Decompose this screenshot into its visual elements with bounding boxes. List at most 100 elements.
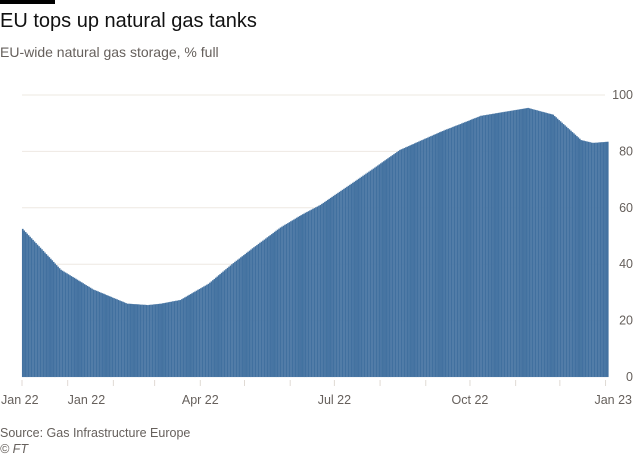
bar — [163, 303, 166, 378]
bar — [85, 285, 87, 378]
bar — [284, 224, 286, 378]
bar — [147, 305, 149, 378]
bar — [237, 259, 239, 378]
bar — [232, 262, 235, 378]
bar — [573, 133, 575, 378]
bar — [381, 162, 384, 378]
bar — [346, 186, 348, 378]
bar — [528, 108, 531, 378]
bar — [362, 175, 364, 378]
bar — [446, 129, 448, 378]
bar — [220, 272, 223, 378]
bar — [39, 247, 42, 378]
bar — [484, 115, 487, 378]
bar — [173, 301, 176, 378]
bar — [575, 136, 578, 378]
bar — [434, 134, 437, 378]
bar — [184, 297, 186, 378]
bar — [198, 288, 201, 378]
bar — [390, 156, 392, 378]
bar — [421, 140, 423, 378]
bar — [558, 120, 560, 378]
bar — [44, 252, 46, 378]
bar — [98, 291, 101, 378]
bar — [142, 304, 145, 378]
bar — [522, 108, 525, 378]
bar — [384, 160, 387, 378]
bar — [463, 122, 466, 378]
bar — [248, 250, 251, 378]
bar — [60, 269, 62, 378]
bar — [200, 288, 202, 378]
bar — [176, 300, 179, 378]
bar — [493, 113, 496, 378]
bar — [418, 141, 420, 378]
bar — [195, 290, 198, 378]
bar — [27, 235, 30, 378]
bar — [580, 140, 583, 378]
bar — [250, 249, 252, 378]
source-note: Source: Gas Infrastructure Europe — [0, 426, 191, 440]
chart-subtitle: EU-wide natural gas storage, % full — [0, 44, 219, 60]
bar — [438, 132, 441, 378]
bar — [123, 302, 126, 378]
bar — [241, 256, 244, 378]
bar — [350, 183, 353, 378]
bar — [413, 143, 416, 378]
bar — [197, 289, 199, 378]
bar — [139, 304, 142, 378]
chart-plot: 0 20 40 60 80 100 Jan 22 Jan 22 Apr 22 Jul 22 Oct … — [1, 88, 633, 407]
bar — [468, 120, 471, 378]
bar — [589, 142, 591, 378]
bar — [228, 266, 230, 378]
bar — [480, 115, 482, 378]
bar — [452, 126, 454, 378]
bar — [396, 151, 398, 378]
bar — [387, 158, 390, 378]
bar — [164, 302, 167, 378]
bar — [503, 111, 506, 378]
bar — [253, 247, 255, 378]
bar — [587, 141, 590, 378]
copyright: © FT — [0, 442, 28, 456]
bar — [340, 190, 342, 378]
bar — [440, 131, 443, 378]
bar — [471, 119, 474, 378]
y-tick-label: 80 — [619, 144, 633, 158]
bar — [214, 277, 217, 378]
bar — [179, 299, 182, 378]
bar — [450, 127, 453, 378]
bar — [74, 278, 77, 378]
bar — [92, 289, 95, 378]
bar — [33, 241, 36, 378]
bar — [188, 294, 191, 378]
bar — [254, 246, 257, 378]
bar — [598, 142, 600, 378]
bar — [153, 304, 155, 378]
bar — [360, 176, 363, 378]
bar — [570, 130, 572, 378]
bar — [581, 140, 584, 378]
bar — [319, 204, 322, 378]
bar — [427, 137, 429, 378]
bar — [226, 267, 229, 378]
bar — [385, 159, 388, 378]
bar — [229, 265, 232, 378]
bar — [294, 218, 297, 378]
bar — [144, 304, 146, 378]
bar — [592, 142, 594, 378]
bar — [125, 302, 127, 378]
bar — [119, 300, 121, 378]
bar — [474, 118, 476, 378]
bar — [175, 300, 177, 378]
bar — [456, 125, 459, 378]
bar — [72, 276, 74, 378]
bar — [273, 231, 276, 378]
bar — [574, 134, 577, 378]
bar — [69, 275, 71, 378]
bar — [263, 239, 266, 378]
bar — [191, 293, 194, 378]
bar — [462, 122, 465, 378]
bar — [194, 291, 197, 378]
bar — [555, 117, 558, 378]
